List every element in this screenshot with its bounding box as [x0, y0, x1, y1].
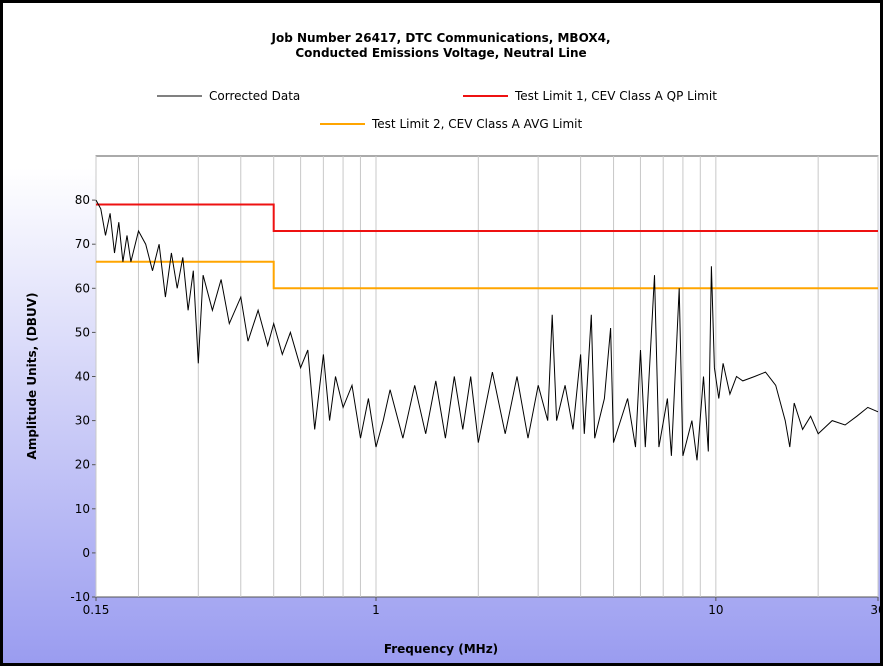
y-tick-label: 60 — [75, 281, 90, 295]
x-tick-label: 1 — [372, 603, 380, 617]
legend-label: Test Limit 2, CEV Class A AVG Limit — [371, 117, 582, 131]
legend-label: Corrected Data — [209, 89, 300, 103]
x-axis-label: Frequency (MHz) — [384, 642, 498, 656]
y-tick-label: 40 — [75, 370, 90, 384]
series-line — [96, 203, 878, 232]
chart-title: Job Number 26417, DTC Communications, MB… — [270, 31, 610, 45]
y-tick-label: 70 — [75, 237, 90, 251]
y-tick-label: 0 — [82, 546, 90, 560]
y-tick-label: 10 — [75, 502, 90, 516]
x-tick-label: 30 — [870, 603, 883, 617]
x-tick-label: 10 — [708, 603, 723, 617]
series-line — [95, 199, 879, 461]
x-tick-label: 0.15 — [83, 603, 110, 617]
y-tick-label: -10 — [70, 590, 90, 604]
y-axis-label: Amplitude Units, (DBUV) — [25, 293, 39, 460]
y-tick-label: 50 — [75, 325, 90, 339]
plot-area — [95, 155, 879, 598]
legend-label: Test Limit 1, CEV Class A QP Limit — [514, 89, 717, 103]
y-tick-label: 20 — [75, 458, 90, 472]
chart-title: Conducted Emissions Voltage, Neutral Lin… — [295, 46, 586, 60]
y-tick-label: 80 — [75, 193, 90, 207]
y-tick-label: 30 — [75, 414, 90, 428]
series-line — [96, 260, 878, 290]
